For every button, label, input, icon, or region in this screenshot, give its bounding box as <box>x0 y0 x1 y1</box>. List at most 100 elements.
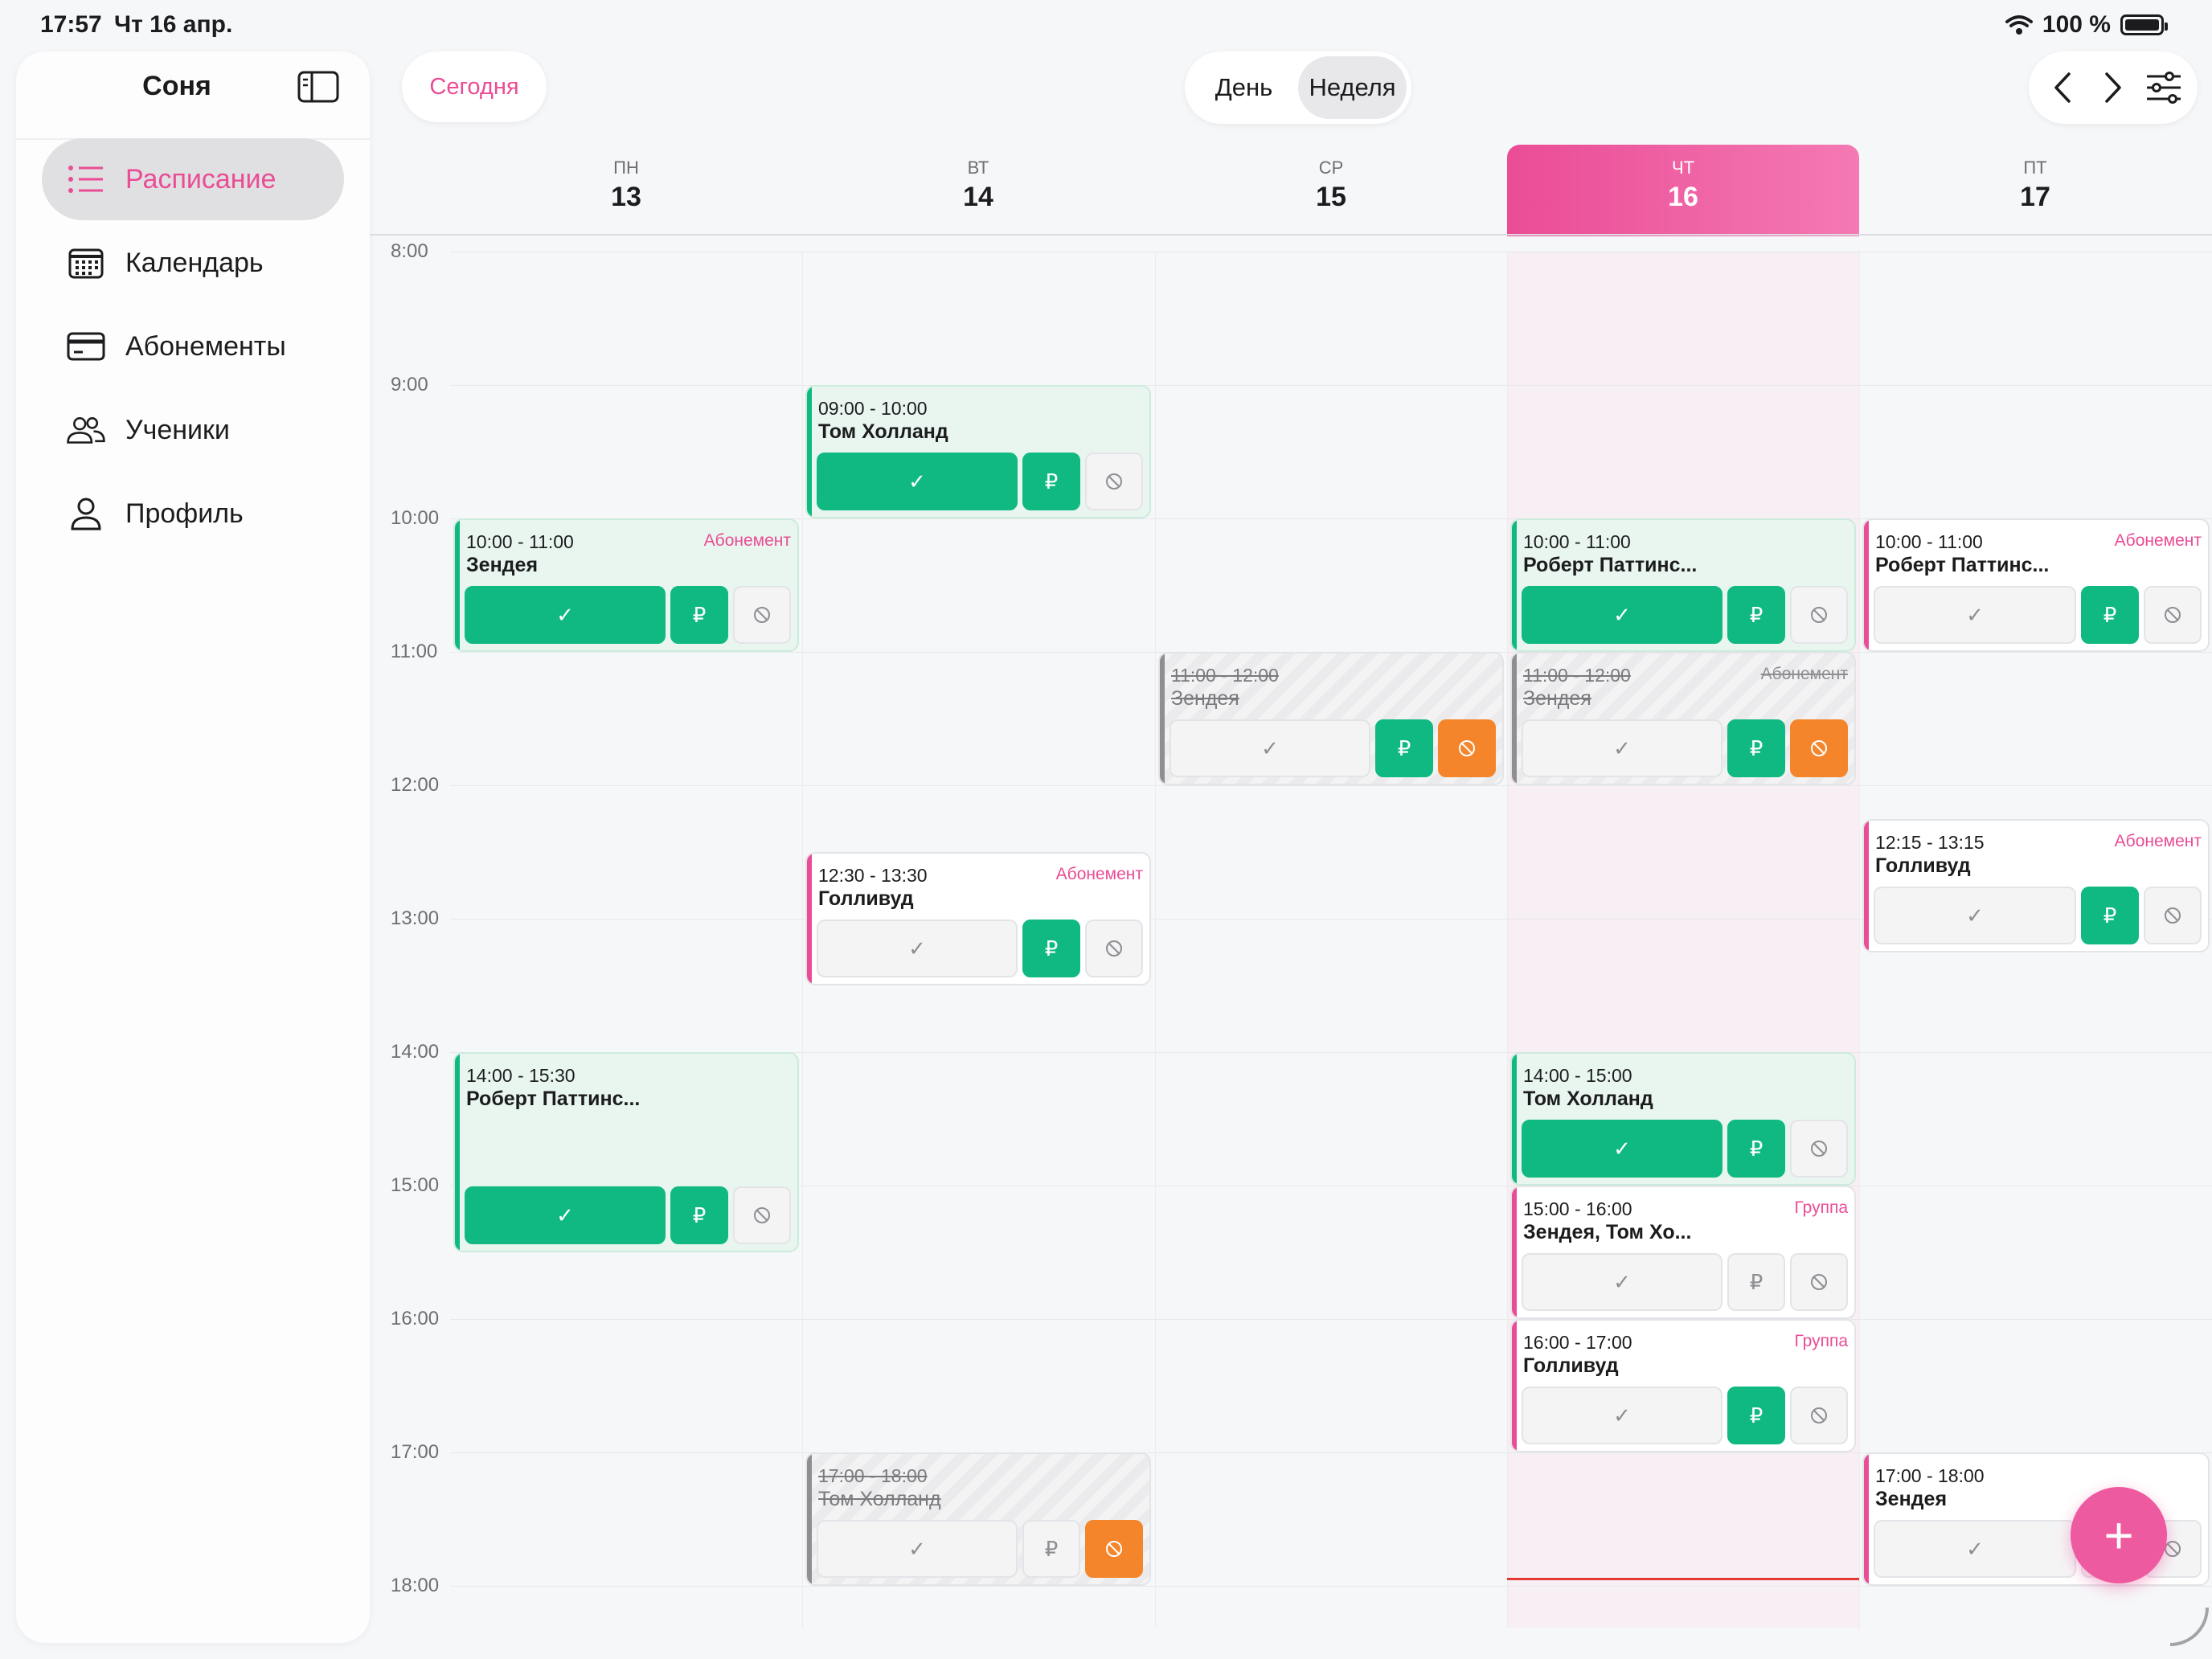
cancel-icon <box>1106 1541 1122 1557</box>
mark-attended-button[interactable]: ✓ <box>1522 586 1722 644</box>
lesson-type-badge: Абонемент <box>2114 531 2202 550</box>
cancel-icon <box>1459 740 1475 756</box>
sidebar-item-students[interactable]: Ученики <box>42 389 344 471</box>
mark-attended-button[interactable]: ✓ <box>1874 586 2076 644</box>
mark-paid-button[interactable]: ₽ <box>1375 719 1433 777</box>
lesson-card[interactable]: 09:00 - 10:00 Том Холланд ✓ ₽ <box>805 385 1151 518</box>
prev-week-button[interactable] <box>2040 65 2085 110</box>
cancel-icon <box>2165 907 2181 924</box>
card-icon <box>66 329 106 364</box>
cancel-lesson-button[interactable] <box>1790 586 1848 644</box>
mark-attended-button[interactable]: ✓ <box>817 453 1018 510</box>
day-header-thu-today[interactable]: ЧТ 16 <box>1507 145 1859 236</box>
cancel-icon <box>754 607 770 623</box>
filter-button[interactable] <box>2141 65 2186 110</box>
mark-attended-button[interactable]: ✓ <box>1874 1520 2076 1578</box>
sidebar-item-subscriptions[interactable]: Абонементы <box>42 305 344 387</box>
lesson-card[interactable]: 10:00 - 11:00 Роберт Паттинс... ✓ ₽ <box>1510 518 1856 652</box>
wifi-icon <box>2005 15 2033 35</box>
lesson-card-group[interactable]: 15:00 - 16:00 Группа Зендея, Том Хо... ✓… <box>1510 1186 1856 1319</box>
sidebar-item-profile[interactable]: Профиль <box>42 473 344 555</box>
sidebar-item-label: Абонементы <box>125 330 286 362</box>
week-nav <box>2029 51 2198 124</box>
cancel-lesson-button[interactable] <box>1085 453 1143 510</box>
lesson-card[interactable]: 14:00 - 15:00 Том Холланд ✓ ₽ <box>1510 1052 1856 1186</box>
lesson-card-group[interactable]: 16:00 - 17:00 Группа Голливуд ✓ ₽ <box>1510 1319 1856 1452</box>
mark-attended-button[interactable]: ✓ <box>817 920 1018 977</box>
mark-attended-button[interactable]: ✓ <box>1522 1387 1722 1444</box>
cancel-lesson-button[interactable] <box>1438 719 1496 777</box>
mark-paid-button[interactable]: ₽ <box>1727 1387 1785 1444</box>
cancel-icon <box>754 1207 770 1223</box>
cancel-lesson-button[interactable] <box>1790 1253 1848 1311</box>
hour-line <box>450 785 2212 786</box>
day-header-wed[interactable]: СР 15 <box>1155 138 1507 227</box>
cancel-lesson-button[interactable] <box>1085 920 1143 977</box>
sidebar-item-label: Ученики <box>125 414 230 445</box>
today-button[interactable]: Сегодня <box>402 51 547 122</box>
view-day-button[interactable]: День <box>1215 73 1273 101</box>
mark-attended-button[interactable]: ✓ <box>465 1186 666 1244</box>
day-header-mon[interactable]: ПН 13 <box>450 138 802 227</box>
cancel-lesson-button[interactable] <box>1790 1387 1848 1444</box>
sidebar-item-calendar[interactable]: Календарь <box>42 222 344 304</box>
lesson-type-badge: Абонемент <box>1760 665 1848 683</box>
lesson-time: 11:00 - 12:00 <box>1523 665 1631 686</box>
cancel-lesson-button[interactable] <box>733 1186 791 1244</box>
next-week-button[interactable] <box>2091 65 2136 110</box>
lesson-card[interactable]: 10:00 - 11:00 Абонемент Роберт Паттинс..… <box>1862 518 2210 652</box>
lesson-card[interactable]: 10:00 - 11:00 Абонемент Зендея ✓ ₽ <box>453 518 799 652</box>
lesson-student: Том Холланд <box>818 420 948 443</box>
sidebar-toggle-button[interactable] <box>297 69 339 104</box>
cancel-lesson-button[interactable] <box>1790 1120 1848 1178</box>
cancel-lesson-button[interactable] <box>1085 1520 1143 1578</box>
day-of-week: СР <box>1318 158 1344 178</box>
lesson-status-bar <box>455 520 460 650</box>
mark-paid-button[interactable]: ₽ <box>670 586 728 644</box>
day-of-week: ВТ <box>967 158 989 178</box>
cancel-lesson-button[interactable] <box>2144 887 2202 944</box>
view-week-button[interactable]: Неделя <box>1298 56 1407 119</box>
mark-paid-button[interactable]: ₽ <box>1727 719 1785 777</box>
mark-paid-button[interactable]: ₽ <box>2081 887 2139 944</box>
cancel-lesson-button[interactable] <box>2144 586 2202 644</box>
lesson-status-bar <box>1512 653 1517 784</box>
lesson-card[interactable]: 14:00 - 15:30 Роберт Паттинс... ✓ ₽ <box>453 1052 799 1252</box>
lesson-card[interactable]: 12:15 - 13:15 Абонемент Голливуд ✓ ₽ <box>1862 819 2210 952</box>
mark-attended-button[interactable]: ✓ <box>1169 719 1370 777</box>
time-label: 18:00 <box>391 1575 440 1596</box>
mark-paid-button[interactable]: ₽ <box>2081 586 2139 644</box>
status-right: 100 % <box>2005 11 2168 39</box>
cancel-icon <box>2165 1541 2181 1557</box>
lesson-actions: ✓ ₽ <box>1522 1253 1848 1311</box>
mark-attended-button[interactable]: ✓ <box>1522 719 1722 777</box>
mark-paid-button[interactable]: ₽ <box>1022 920 1080 977</box>
mark-paid-button[interactable]: ₽ <box>1727 1120 1785 1178</box>
mark-paid-button[interactable]: ₽ <box>1727 586 1785 644</box>
time-label: 8:00 <box>391 240 428 262</box>
lesson-card-cancelled[interactable]: 11:00 - 12:00 Абонемент Зендея ✓ ₽ <box>1510 652 1856 785</box>
lesson-card-cancelled[interactable]: 17:00 - 18:00 Том Холланд ✓ ₽ <box>805 1452 1151 1586</box>
hour-line <box>450 1452 2212 1453</box>
mark-attended-button[interactable]: ✓ <box>1522 1120 1722 1178</box>
mark-paid-button[interactable]: ₽ <box>1022 453 1080 510</box>
cancel-lesson-button[interactable] <box>1790 719 1848 777</box>
day-header-fri[interactable]: ПТ 17 <box>1859 138 2211 227</box>
sidebar-item-schedule[interactable]: Расписание <box>42 138 344 220</box>
lesson-status-bar <box>1512 520 1517 650</box>
lesson-status-bar <box>807 387 812 517</box>
mark-attended-button[interactable]: ✓ <box>1522 1253 1722 1311</box>
mark-attended-button[interactable]: ✓ <box>817 1520 1018 1578</box>
mark-attended-button[interactable]: ✓ <box>1874 887 2076 944</box>
mark-paid-button[interactable]: ₽ <box>670 1186 728 1244</box>
mark-paid-button[interactable]: ₽ <box>1727 1253 1785 1311</box>
mark-attended-button[interactable]: ✓ <box>465 586 666 644</box>
list-icon <box>66 162 106 197</box>
lesson-card[interactable]: 12:30 - 13:30 Абонемент Голливуд ✓ ₽ <box>805 852 1151 985</box>
sidebar-nav: Расписание Календарь <box>42 138 344 556</box>
day-header-tue[interactable]: ВТ 14 <box>802 138 1154 227</box>
mark-paid-button[interactable]: ₽ <box>1022 1520 1080 1578</box>
add-lesson-button[interactable]: + <box>2071 1487 2167 1583</box>
lesson-card-cancelled[interactable]: 11:00 - 12:00 Зендея ✓ ₽ <box>1158 652 1504 785</box>
cancel-lesson-button[interactable] <box>733 586 791 644</box>
